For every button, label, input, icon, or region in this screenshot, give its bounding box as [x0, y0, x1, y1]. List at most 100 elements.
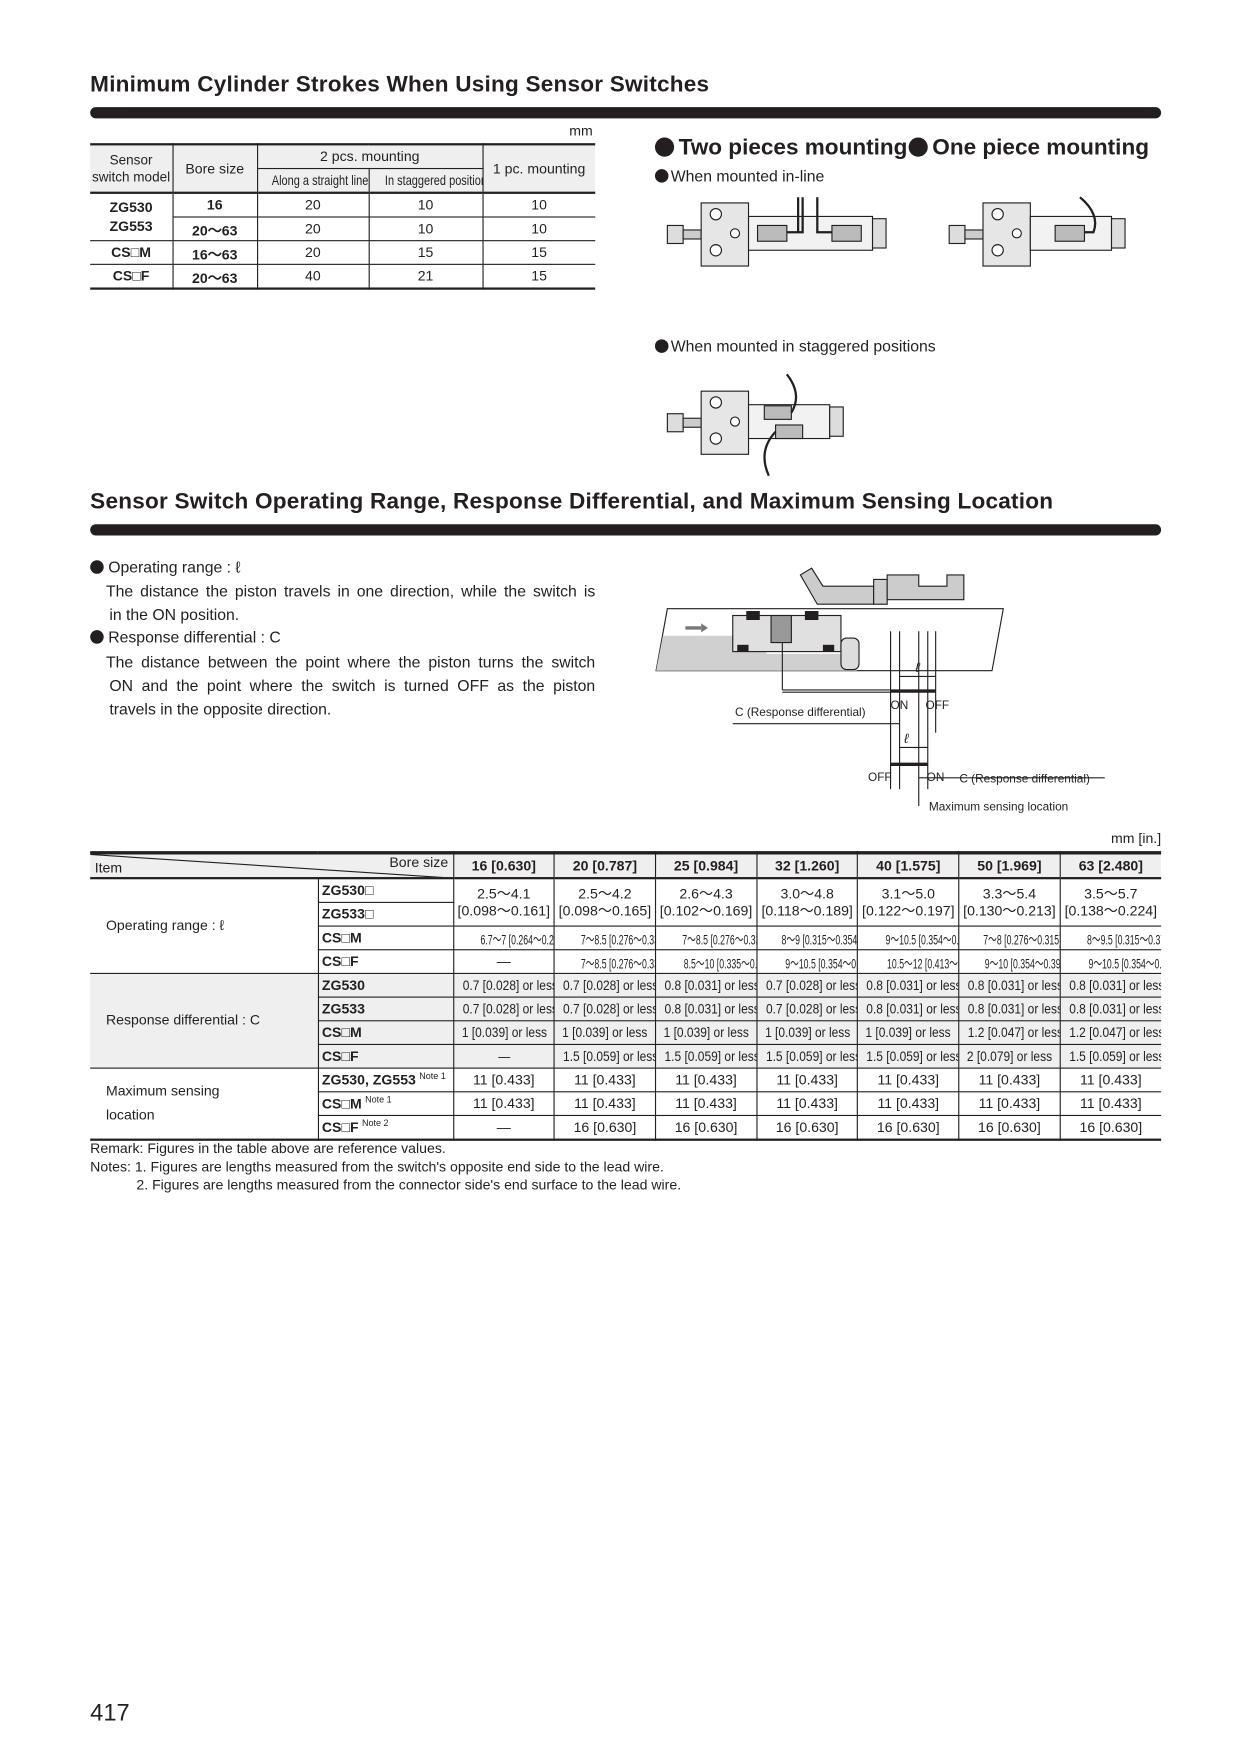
op-range-desc: The distance the piston travels in one d…	[105, 581, 596, 600]
resp-value: 1 [0.039] or less	[764, 1024, 850, 1041]
model-cell: ZG530□	[317, 877, 454, 903]
table-row: CS□F Note 2—16 [0.630] 16 [0.630] 16 [0.630…	[90, 1114, 1162, 1141]
max-sensing-cell: 11 [0.433]	[756, 1067, 859, 1093]
op-range-value: 9～10 [0.354～0.394]	[984, 955, 1060, 972]
title-rule	[90, 107, 1162, 119]
straight-cell: 20	[256, 192, 370, 218]
op-range-mm: 3.5～5.7	[1084, 885, 1138, 902]
table-row: CS□F — 7～8.5 [0.276～0.335] 8.5～10 [0.335～0.…	[90, 949, 1162, 974]
resp-cell: 0.7 [0.028] or less	[756, 972, 859, 998]
table-row: CS□M 1 [0.039] or less 1 [0.039] or less 1 …	[90, 1020, 1162, 1046]
item-operating-range: Operating range : ℓ	[90, 877, 319, 974]
model-name: CS□M	[321, 1096, 362, 1113]
resp-value: 0.7 [0.028] or less	[462, 1001, 555, 1017]
op-range-cell: 9～10.5 [0.354～0.413]	[756, 949, 859, 974]
op-range-value: —	[496, 953, 511, 970]
max-sensing-cell: 16 [0.630]	[958, 1114, 1061, 1141]
inline-label: When mounted in-line	[670, 166, 825, 185]
one-pc-cell: 10	[481, 192, 596, 218]
model-cell: CS□F	[90, 263, 174, 290]
cylinder-one-piece-illustration	[948, 196, 1126, 267]
resp-value: 0.8 [0.031] or less	[664, 1001, 757, 1017]
bore-header-cell: 40 [1.575]	[857, 852, 960, 880]
op-range-mm: 3.1～5.0	[881, 885, 935, 902]
op-range-value: 9～10.5 [0.354～0.413]	[885, 931, 959, 948]
op-range-mm: 2.6～4.3	[679, 885, 733, 902]
note-ref: Note 2	[361, 1118, 389, 1129]
bore-cell: 20～63	[171, 263, 258, 290]
op-range-cell: 2.6～4.3 [0.102～0.169]	[654, 877, 758, 927]
ell-label: ℓ	[915, 660, 920, 675]
model-cell: CS□F Note 2	[317, 1114, 454, 1141]
op-range-value: 6.7～7 [0.264～0.276]	[479, 931, 554, 948]
max-sensing-cell: 11 [0.433]	[1059, 1091, 1162, 1117]
table-row: Operating range : ℓ ZG530□ 2.5～4.1 [0.098～0…	[90, 877, 1162, 974]
op-range-cell: 10.5～12 [0.413～0.472]	[857, 949, 960, 974]
op-range-cell: 3.3～5.4 [0.130～0.213]	[958, 877, 1061, 927]
resp-cell: 1.5 [0.059] or less	[1059, 1043, 1162, 1069]
max-sensing-cell: 11 [0.433]	[958, 1091, 1061, 1117]
staggered-cell: 10	[368, 216, 484, 242]
max-sensing-cell: 16 [0.630]	[857, 1114, 960, 1141]
table-row: CS□F — 1.5 [0.059] or less 1.5 [0.059] or l…	[90, 1043, 1162, 1069]
bore-header-cell: 20 [0.787]	[553, 852, 657, 880]
operating-range-table: Item Bore size 16 [0.630] 20 [0.787] 25 [0…	[90, 851, 1162, 1141]
model-cell: CS□M Note 1	[317, 1091, 454, 1117]
resp-value: 0.8 [0.031] or less	[1068, 977, 1162, 994]
model-zg530: ZG530	[109, 198, 153, 215]
c-label-top: C (Response differential)	[735, 705, 866, 719]
straight-cell: 40	[256, 263, 370, 290]
resp-value: 2 [0.079] or less	[966, 1048, 1053, 1065]
op-range-cell: 2.5～4.2 [0.098～0.165]	[553, 877, 657, 927]
op-range-cell: 7～8.5 [0.276～0.335]	[553, 949, 657, 974]
max-sensing-cell: 11 [0.433]	[654, 1067, 758, 1093]
resp-value: 1.2 [0.047] or less	[1068, 1024, 1162, 1041]
op-range-mm: 2.5～4.2	[578, 885, 632, 902]
two-pieces-label: Two pieces mounting	[678, 135, 908, 161]
bullet-icon	[654, 169, 669, 183]
op-range-cell: 3.1～5.0 [0.122～0.197]	[857, 877, 960, 927]
resp-value: 0.7 [0.028] or less	[765, 1001, 858, 1017]
max-loc-label: Maximum sensing location	[929, 800, 1068, 814]
op-range-cell: 9～10.5 [0.354～0.413]	[857, 925, 960, 951]
one-piece-label: One piece mounting	[932, 135, 1150, 161]
op-range-in: [0.098～0.165]	[558, 902, 652, 919]
staggered-cell: 10	[368, 192, 484, 218]
table-row: CS□F 20～63 40 21 15	[90, 263, 596, 290]
bore-header: Bore size	[389, 854, 449, 871]
model-cell: ZG533□	[317, 901, 454, 927]
resp-cell: 1.5 [0.059] or less	[654, 1043, 758, 1069]
resp-value: —	[497, 1048, 510, 1065]
op-range-mm: 2.5～4.1	[477, 885, 531, 902]
resp-value: 1.5 [0.059] or less	[664, 1048, 757, 1065]
remark: Remark: Figures in the table above are r…	[90, 1140, 446, 1157]
model-cell: ZG530	[317, 972, 454, 998]
max-sensing-cell: 11 [0.433]	[857, 1091, 960, 1117]
resp-value: 0.7 [0.028] or less	[563, 977, 656, 994]
bullet-icon	[908, 137, 928, 157]
op-range-value: 7～8.5 [0.276～0.335]	[581, 955, 655, 972]
inline-caption: When mounted in-line	[654, 166, 825, 185]
model-zg553: ZG553	[109, 218, 153, 234]
model-name: CS□F	[321, 1120, 359, 1136]
item-max-sensing: Maximum sensing location	[90, 1067, 319, 1141]
bore-cell: 16	[171, 192, 258, 218]
max-sensing-cell: 11 [0.433]	[452, 1091, 555, 1117]
one-pc-cell: 15	[481, 263, 596, 290]
max-sensing-cell: 11 [0.433]	[756, 1091, 859, 1117]
resp-value: 0.8 [0.031] or less	[866, 977, 959, 994]
header-two-pcs: 2 pcs. mounting	[256, 143, 484, 170]
max-sensing-cell: 11 [0.433]	[553, 1091, 657, 1117]
on-label: ON	[891, 698, 909, 712]
resp-desc: travels in the opposite direction.	[109, 700, 332, 719]
one-pc-cell: 15	[481, 240, 596, 265]
resp-cell: 1 [0.039] or less	[654, 1020, 758, 1046]
two-pieces-heading: Two pieces mounting	[654, 135, 908, 161]
item-bore-header: Item Bore size	[90, 852, 454, 880]
model-cell: ZG530 ZG553	[90, 192, 174, 242]
op-range-value: 10.5～12 [0.413～0.472]	[887, 955, 959, 972]
table-row: Response differential : C ZG530 0.7 [0.028…	[90, 972, 1162, 1069]
page-number: 417	[90, 1699, 130, 1726]
on-label: ON	[927, 770, 945, 784]
